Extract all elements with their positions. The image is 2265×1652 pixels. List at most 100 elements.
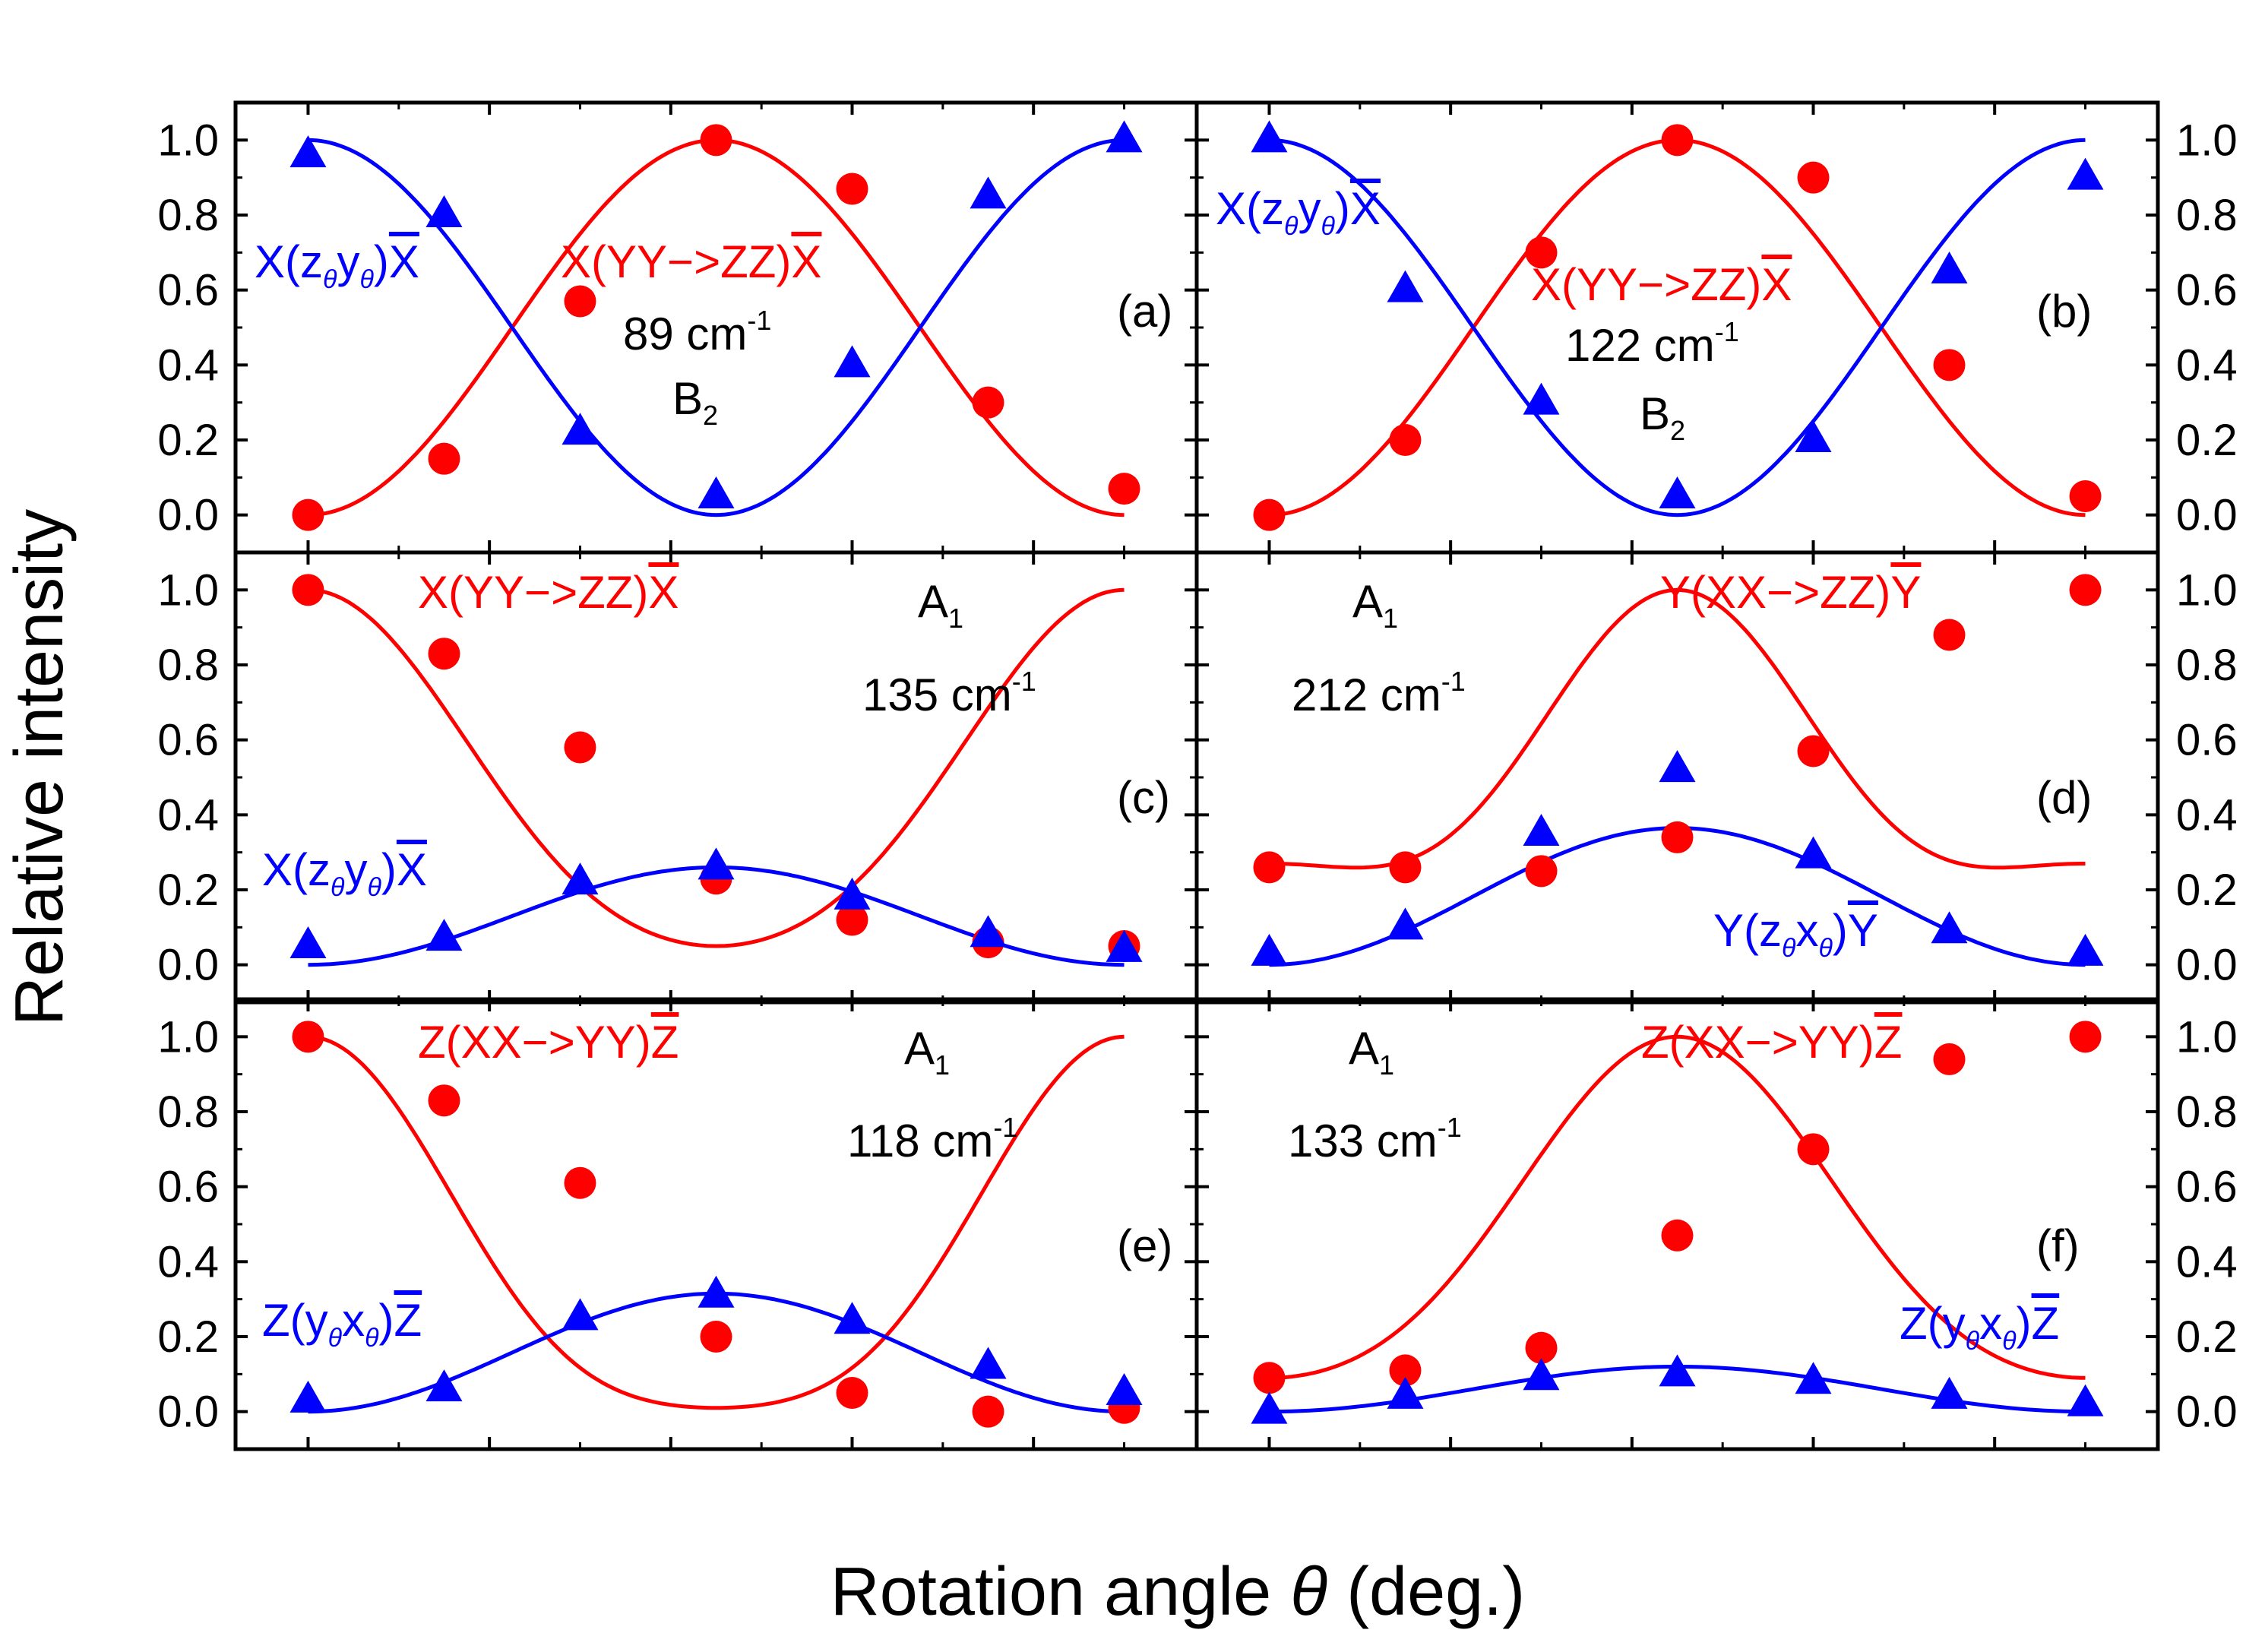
data-point-circle xyxy=(292,574,324,606)
panel-c-labels: (c) X(YY−>ZZ)X X(zθyθ)X 135 cm-1 A1 xyxy=(262,567,1170,902)
y-tick-label-right: 1.0 xyxy=(2176,1012,2238,1062)
data-point-triangle xyxy=(698,847,735,880)
data-point-circle xyxy=(972,386,1004,419)
fit-curve-red xyxy=(1269,1034,2086,1380)
panel-e-red-label: Z(XX−>YY)Z xyxy=(418,1017,679,1068)
y-tick-label-right: 0.8 xyxy=(2176,641,2238,690)
data-point-triangle xyxy=(289,135,327,168)
y-tick-label-right: 0.2 xyxy=(2176,866,2238,915)
data-point-circle xyxy=(2069,574,2102,606)
data-point-circle xyxy=(2069,1021,2102,1053)
panel-e-labels: (e) Z(XX−>YY)Z Z(yθxθ)Z 118 cm-1 A1 xyxy=(262,1017,1172,1353)
data-point-circle xyxy=(700,1321,732,1353)
panel-d-labels: (d) Y(XX−>ZZ)Y Y(zθxθ)Y 212 cm-1 A1 xyxy=(1292,567,2092,963)
data-point-triangle xyxy=(1387,1376,1424,1409)
data-point-circle xyxy=(292,498,324,531)
panel-d-freq: 212 cm-1 xyxy=(1292,666,1466,720)
panel-f-labels: (f) Z(XX−>YY)Z Z(yθxθ)Z 133 cm-1 A1 xyxy=(1288,1017,2080,1356)
data-point-circle xyxy=(1933,1043,1966,1075)
data-point-circle xyxy=(564,285,596,318)
data-point-triangle xyxy=(1106,1373,1143,1405)
fit-curve-blue xyxy=(308,138,1125,517)
y-tick-label: 0.2 xyxy=(157,416,219,465)
y-tick-label: 0.8 xyxy=(157,1087,219,1137)
data-point-circle xyxy=(1661,821,1694,853)
data-point-circle xyxy=(1253,851,1286,884)
data-point-triangle xyxy=(1659,750,1696,783)
data-point-triangle xyxy=(1523,382,1560,415)
data-point-circle xyxy=(428,442,460,475)
data-point-triangle xyxy=(698,476,735,508)
data-point-triangle xyxy=(970,915,1007,948)
data-point-circle xyxy=(1797,1133,1830,1166)
data-point-circle xyxy=(1108,473,1140,505)
panel-f-mode: A1 xyxy=(1349,1023,1394,1081)
data-point-triangle xyxy=(1106,120,1143,153)
panel-f-id: (f) xyxy=(2036,1220,2080,1271)
y-tick-label: 0.6 xyxy=(157,1163,219,1212)
data-point-triangle xyxy=(425,1369,463,1402)
y-tick-label-right: 1.0 xyxy=(2176,565,2238,615)
panel-b-freq: 122 cm-1 xyxy=(1565,316,1739,371)
panel-c-mode: A1 xyxy=(918,576,963,634)
panel-e-mode: A1 xyxy=(904,1023,950,1081)
panel-a-red-label: X(YY−>ZZ)X xyxy=(561,236,821,287)
panel-b-labels: (b) X(YY−>ZZ)X X(zθyθ)X 122 cm-1 B2 xyxy=(1216,183,2092,446)
data-point-circle xyxy=(1933,619,1966,651)
y-tick-label: 0.6 xyxy=(157,266,219,315)
data-point-triangle xyxy=(834,877,871,910)
y-tick-label: 1.0 xyxy=(157,565,219,615)
data-point-circle xyxy=(1525,236,1558,269)
y-tick-label: 0.8 xyxy=(157,641,219,690)
data-point-circle xyxy=(836,904,868,936)
y-tick-label: 0.0 xyxy=(157,1388,219,1437)
data-point-circle xyxy=(700,124,732,157)
panel-e-id: (e) xyxy=(1117,1220,1172,1271)
y-tick-label-right: 0.0 xyxy=(2176,1388,2238,1437)
y-tick-label: 0.2 xyxy=(157,1312,219,1362)
y-tick-label: 0.2 xyxy=(157,866,219,915)
data-point-triangle xyxy=(562,1298,599,1331)
y-tick-label: 0.6 xyxy=(157,716,219,765)
y-tick-label-right: 0.6 xyxy=(2176,716,2238,765)
panel-d-mode: A1 xyxy=(1352,576,1398,634)
y-tick-label-right: 0.0 xyxy=(2176,491,2238,540)
data-point-triangle xyxy=(1251,120,1288,153)
data-point-circle xyxy=(1525,855,1558,888)
data-point-circle xyxy=(428,638,460,670)
data-point-circle xyxy=(836,172,868,205)
data-point-triangle xyxy=(562,413,599,445)
panel-e: 0.0 0.2 0.4 0.6 0.8 1.0 xyxy=(157,997,1199,1451)
data-point-triangle xyxy=(834,1302,871,1334)
panel-f-blue-label: Z(yθxθ)Z xyxy=(1900,1298,2059,1356)
panel-a-blue-label: X(zθyθ)X xyxy=(255,236,419,294)
data-point-triangle xyxy=(1106,929,1143,962)
fit-curve-red xyxy=(308,587,1125,948)
data-point-triangle xyxy=(425,919,463,951)
data-point-triangle xyxy=(1931,911,1968,944)
y-axis-label: Relative intensity xyxy=(2,509,78,1026)
y-tick-label-right: 1.0 xyxy=(2176,116,2238,165)
data-point-circle xyxy=(1253,498,1286,531)
fit-curve-red xyxy=(308,1034,1125,1410)
panel-b-red-label: X(YY−>ZZ)X xyxy=(1531,259,1792,310)
y-tick-label-right: 0.4 xyxy=(2176,790,2238,840)
y-tick-label-right: 0.8 xyxy=(2176,191,2238,240)
data-point-triangle xyxy=(970,1347,1007,1379)
data-point-circle xyxy=(1797,161,1830,194)
panel-a-mode: B2 xyxy=(672,373,718,431)
data-point-circle xyxy=(972,1395,1004,1428)
y-tick-label-right: 0.0 xyxy=(2176,941,2238,990)
data-point-circle xyxy=(1933,349,1966,381)
data-point-triangle xyxy=(970,176,1007,209)
data-point-triangle xyxy=(834,345,871,378)
data-point-triangle xyxy=(2067,157,2104,190)
data-point-triangle xyxy=(1523,1358,1560,1391)
data-point-triangle xyxy=(1795,1362,1832,1394)
data-point-triangle xyxy=(1931,252,1968,283)
y-tick-label-right: 0.6 xyxy=(2176,1163,2238,1212)
panel-e-blue-label: Z(yθxθ)Z xyxy=(262,1295,422,1353)
data-point-circle xyxy=(428,1084,460,1117)
panel-b-id: (b) xyxy=(2036,286,2092,337)
